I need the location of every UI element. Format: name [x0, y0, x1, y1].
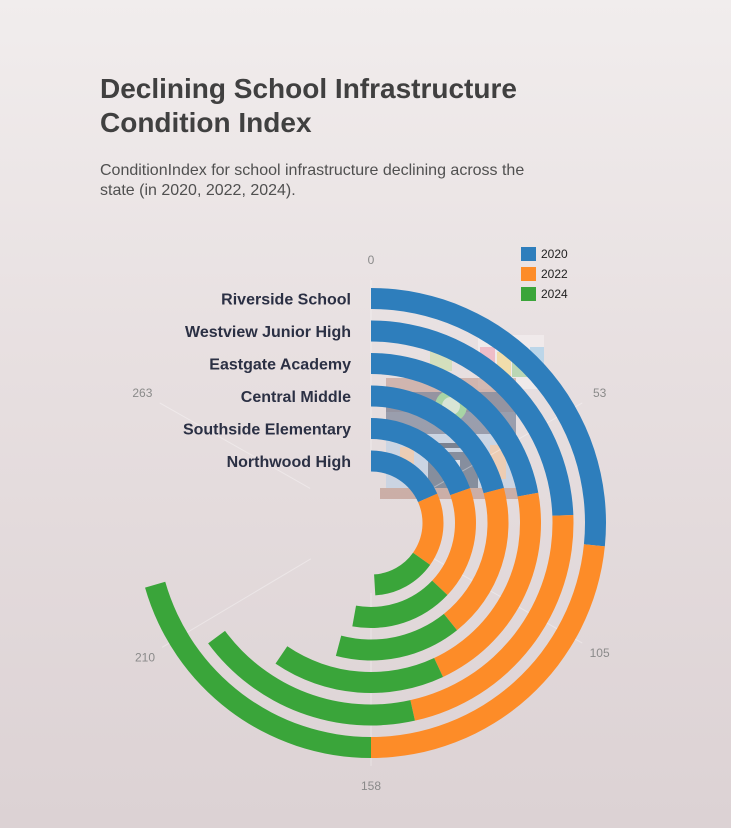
category-label: Central Middle [241, 389, 351, 406]
tick-label: 53 [593, 386, 607, 400]
legend-swatch [521, 287, 536, 301]
bar-segment [275, 646, 444, 693]
bar-segment [208, 630, 415, 726]
bar-segment [371, 544, 605, 758]
bar-segment [443, 487, 509, 631]
bar-segment [374, 552, 431, 596]
tick-label: 105 [590, 646, 610, 660]
bar-segment [413, 493, 444, 565]
category-label: Northwood High [227, 454, 351, 471]
bar-segment [352, 580, 448, 628]
legend: 2020 2022 2024 [521, 247, 568, 301]
angular-tick-labels: 0 53 105 158 210 263 [132, 253, 610, 793]
bar-segment [335, 613, 458, 661]
chart-subtitle: ConditionIndex for school infrastructure… [100, 162, 525, 199]
bar-segment [410, 514, 574, 721]
tick-label: 158 [361, 779, 381, 793]
legend-label: 2024 [541, 287, 568, 301]
category-label: Riverside School [221, 292, 351, 309]
category-label: Eastgate Academy [209, 357, 351, 374]
chart-title: Declining School Infrastructure Conditio… [100, 73, 517, 138]
bar-segment [434, 492, 541, 677]
tick-label: 263 [132, 386, 152, 400]
tick-label: 210 [135, 651, 155, 665]
legend-swatch [521, 267, 536, 281]
category-labels: Riverside School Westview Junior High East… [183, 292, 351, 472]
bar-segment [432, 488, 476, 595]
bar-segment [371, 418, 471, 496]
category-label: Southside Elementary [183, 422, 351, 439]
bar-segment [371, 385, 504, 494]
legend-label: 2020 [541, 247, 568, 261]
radial-bars [145, 288, 606, 758]
tick-label: 0 [368, 253, 375, 267]
legend-label: 2022 [541, 267, 568, 281]
bar-segment [371, 320, 574, 516]
gridline [159, 402, 311, 489]
category-label: Westview Junior High [185, 324, 351, 341]
bar-segment [145, 581, 371, 758]
bar-segment [371, 353, 539, 497]
legend-swatch [521, 247, 536, 261]
bar-segment [371, 288, 606, 547]
bar-segment [371, 450, 438, 503]
